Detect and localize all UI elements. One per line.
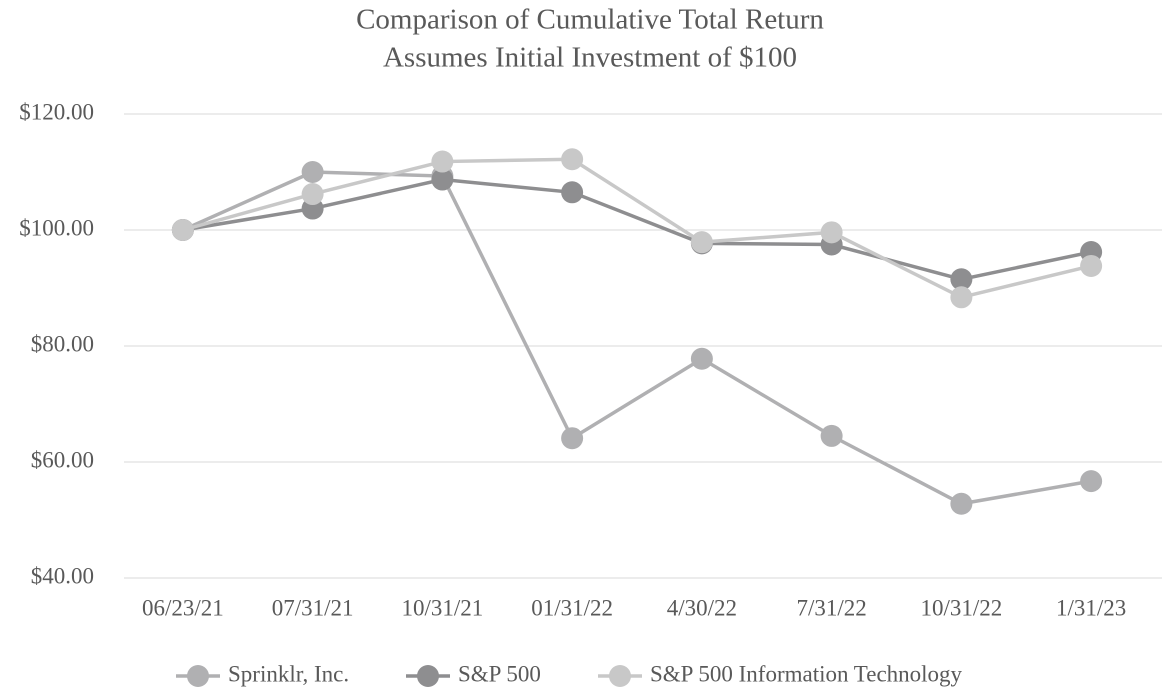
y-tick-label: $60.00	[31, 447, 94, 472]
marker	[690, 231, 713, 254]
marker	[431, 150, 454, 173]
series-line	[182, 170, 1092, 506]
chart-subtitle: Assumes Initial Investment of $100	[383, 42, 797, 74]
legend-label: S&P 500	[458, 661, 541, 686]
y-tick-label: $100.00	[19, 215, 94, 240]
marker	[171, 219, 194, 241]
x-tick-label: 4/30/22	[667, 595, 737, 620]
marker	[1080, 470, 1103, 493]
y-tick-label: $40.00	[31, 563, 94, 588]
marker	[950, 268, 973, 291]
marker	[820, 424, 843, 447]
marker	[561, 148, 584, 171]
series-line	[182, 157, 1092, 300]
x-tick-label: 1/31/23	[1056, 595, 1126, 620]
marker	[301, 161, 324, 183]
marker	[561, 427, 584, 450]
marker	[950, 286, 973, 309]
legend-label: Sprinklr, Inc.	[228, 661, 349, 686]
marker	[561, 181, 584, 204]
marker	[431, 168, 454, 191]
x-tick-label: 10/31/22	[920, 595, 1002, 620]
chart-title: Comparison of Cumulative Total Return	[356, 4, 824, 36]
series-line	[182, 177, 1092, 282]
marker	[820, 221, 843, 244]
marker	[301, 183, 324, 206]
marker	[950, 492, 973, 515]
marker	[1080, 254, 1103, 277]
x-tick-label: 06/23/21	[142, 595, 224, 620]
x-tick-label: 01/31/22	[531, 595, 613, 620]
legend-label: S&P 500 Information Technology	[650, 661, 963, 686]
legend-marker	[609, 665, 631, 687]
y-tick-label: $120.00	[19, 99, 94, 124]
legend-marker	[417, 665, 439, 687]
x-tick-label: 10/31/21	[401, 595, 483, 620]
legend-marker	[187, 665, 209, 687]
x-tick-label: 07/31/21	[272, 595, 354, 620]
y-tick-label: $80.00	[31, 331, 94, 356]
marker	[690, 347, 713, 370]
x-tick-label: 7/31/22	[796, 595, 866, 620]
